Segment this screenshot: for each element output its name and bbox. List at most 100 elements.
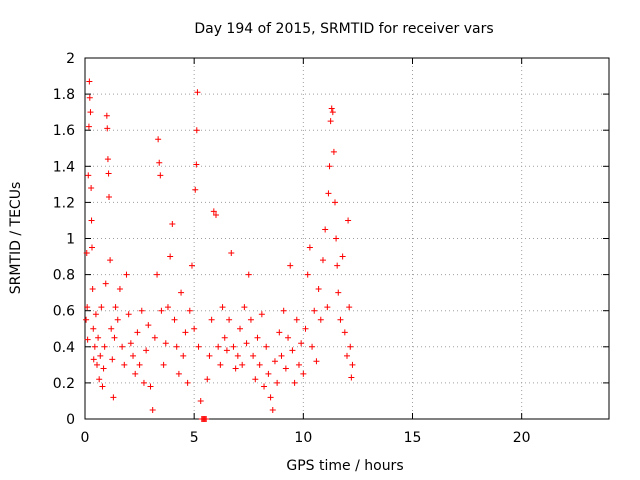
data-point [250, 352, 257, 359]
data-point [261, 383, 268, 390]
x-tick-label: 10 [294, 430, 312, 446]
data-point [334, 262, 341, 269]
data-point [241, 304, 248, 311]
data-point [295, 361, 302, 368]
data-point [191, 325, 198, 332]
data-point [110, 394, 117, 401]
data-point [247, 316, 254, 323]
data-point [349, 361, 356, 368]
data-point [267, 394, 274, 401]
data-point [123, 271, 130, 278]
data-point [313, 358, 320, 365]
data-point [331, 199, 338, 206]
data-point [263, 343, 270, 350]
data-point [90, 325, 97, 332]
y-tick-label: 0.2 [53, 376, 75, 392]
x-tick-label: 5 [190, 430, 199, 446]
data-point [134, 329, 141, 336]
data-point [319, 257, 326, 264]
data-point [265, 370, 272, 377]
data-point [151, 334, 158, 341]
data-point [157, 172, 164, 179]
data-point [160, 361, 167, 368]
data-point [97, 352, 104, 359]
data-point [333, 235, 340, 242]
y-axis-label: SRMTID / TECUs [8, 182, 24, 295]
data-point [197, 397, 204, 404]
data-point [322, 226, 329, 233]
data-point [193, 161, 200, 168]
data-point [306, 244, 313, 251]
data-point [86, 94, 93, 101]
data-point [298, 340, 305, 347]
data-point [324, 304, 331, 311]
data-point [99, 383, 106, 390]
data-point [158, 307, 165, 314]
data-point [309, 343, 316, 350]
data-point [108, 325, 115, 332]
data-point [232, 365, 239, 372]
data-point [154, 271, 161, 278]
data-point [107, 257, 114, 264]
data-point [245, 271, 252, 278]
data-point [228, 249, 235, 256]
data-point [339, 253, 346, 260]
data-point [335, 289, 342, 296]
data-point [83, 249, 90, 256]
data-point [330, 148, 337, 155]
data-point [194, 89, 201, 96]
data-point [143, 347, 150, 354]
data-point [121, 361, 128, 368]
chart-title: Day 194 of 2015, SRMTID for receiver var… [194, 21, 493, 37]
data-point [140, 379, 147, 386]
data-point [243, 340, 250, 347]
data-point [104, 156, 111, 163]
data-point [95, 334, 102, 341]
data-point [271, 358, 278, 365]
data-point [147, 383, 154, 390]
data-point [101, 343, 108, 350]
y-tick-label: 1.2 [53, 195, 75, 211]
y-tick-label: 1.8 [53, 87, 75, 103]
data-point [98, 304, 105, 311]
data-point [293, 316, 300, 323]
data-point [193, 127, 200, 134]
data-point [86, 78, 93, 85]
data-point [210, 208, 217, 215]
data-point [91, 343, 98, 350]
data-point [182, 329, 189, 336]
y-tick-label: 1 [66, 232, 75, 248]
data-point [234, 352, 241, 359]
data-point [223, 347, 230, 354]
data-point [254, 334, 261, 341]
data-point [164, 304, 171, 311]
data-point [213, 212, 219, 219]
data-point [127, 340, 134, 347]
data-point [171, 316, 178, 323]
data-point [88, 244, 95, 251]
data-point [337, 316, 344, 323]
data-point [258, 311, 265, 318]
data-point [155, 136, 162, 143]
x-tick-label: 15 [404, 430, 422, 446]
y-tick-label: 0.4 [53, 340, 75, 356]
data-point [289, 347, 296, 354]
data-point [204, 376, 211, 383]
data-point [106, 193, 113, 200]
data-point [173, 343, 180, 350]
data-point [278, 352, 285, 359]
data-point [252, 376, 259, 383]
data-point [269, 406, 276, 413]
x-tick-label: 0 [81, 430, 90, 446]
data-point [328, 105, 335, 112]
data-point [276, 329, 283, 336]
data-point [90, 356, 97, 363]
data-point [215, 343, 222, 350]
data-point [226, 316, 233, 323]
data-point [188, 262, 195, 269]
data-point [87, 109, 94, 116]
data-point [184, 379, 191, 386]
data-point [237, 325, 244, 332]
data-point [103, 112, 110, 119]
grid [85, 58, 609, 419]
